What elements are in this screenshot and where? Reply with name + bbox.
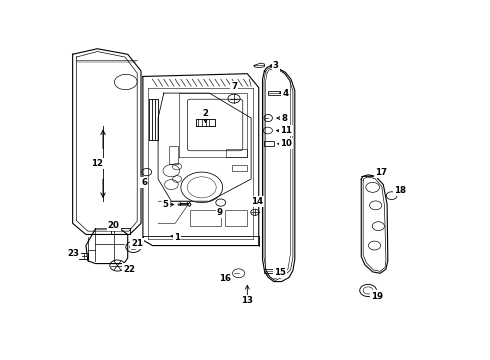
Text: 5: 5 [163,200,169,209]
Text: 14: 14 [251,197,263,206]
Text: 6: 6 [141,178,147,187]
Text: 19: 19 [371,292,383,301]
Text: 18: 18 [394,186,406,195]
Text: 15: 15 [274,268,286,277]
Text: 12: 12 [91,159,103,168]
Text: 10: 10 [280,139,292,148]
Text: 8: 8 [282,113,288,122]
Text: 20: 20 [108,221,120,230]
Text: 11: 11 [280,126,292,135]
Text: 4: 4 [282,89,288,98]
Text: 13: 13 [242,296,253,305]
Text: 3: 3 [273,61,279,70]
Text: 23: 23 [68,249,80,258]
Text: 1: 1 [174,233,180,242]
Text: 9: 9 [217,208,223,217]
Text: 16: 16 [220,274,231,283]
Text: 17: 17 [375,168,388,177]
Text: 7: 7 [231,82,237,91]
Text: 2: 2 [202,109,209,118]
Text: 22: 22 [123,265,136,274]
Text: 21: 21 [131,239,143,248]
